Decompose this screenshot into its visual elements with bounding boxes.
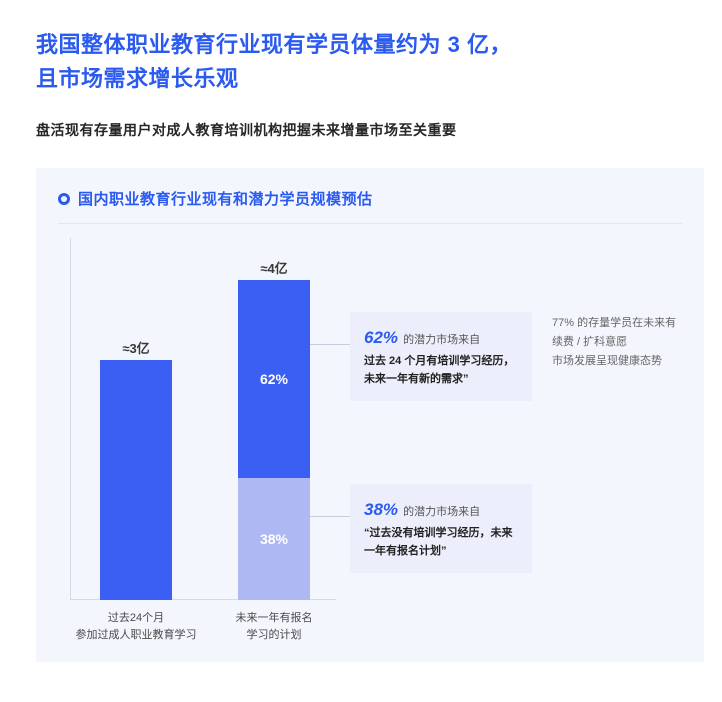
bar-existing-xlabel: 过去24个月参加过成人职业教育学习	[76, 610, 197, 643]
headline: 我国整体职业教育行业现有学员体量约为 3 亿， 且市场需求增长乐观	[36, 28, 686, 96]
callout-38-bold2: 一年有报名计划”	[364, 545, 447, 557]
sidenote: 77% 的存量学员在未来有 续费 / 扩科意愿 市场发展呈现健康态势	[552, 314, 682, 370]
connector-38	[310, 516, 350, 517]
panel-title-row: 国内职业教育行业现有和潜力学员规模预估	[58, 188, 682, 209]
bar-potential-toplabel: ≈4亿	[260, 258, 287, 277]
callout-62-tail: 的潜力市场来自	[400, 334, 480, 346]
bar-potential-seg-1: 38%	[238, 478, 310, 600]
connector-62	[310, 344, 350, 345]
bar-potential-seg-0: 62%	[238, 280, 310, 478]
subheadline: 盘活现有存量用户对成人教育培训机构把握未来增量市场至关重要	[36, 120, 686, 140]
callout-38-pct: 38%	[364, 500, 398, 519]
callout-38-bold1: “过去没有培训学习经历，未来	[364, 527, 513, 539]
callout-62-bold2: 未来一年有新的需求”	[364, 373, 469, 385]
sidenote-line2: 续费 / 扩科意愿	[552, 336, 627, 348]
callout-62: 62% 的潜力市场来自 过去 24 个月有培训学习经历， 未来一年有新的需求”	[350, 312, 532, 400]
chart-panel: 国内职业教育行业现有和潜力学员规模预估 62% 的潜力市场来自 过去 24 个月…	[36, 168, 704, 662]
sidenote-line3: 市场发展呈现健康态势	[552, 355, 662, 367]
callout-38: 38% 的潜力市场来自 “过去没有培训学习经历，未来 一年有报名计划”	[350, 484, 532, 572]
panel-title: 国内职业教育行业现有和潜力学员规模预估	[78, 188, 373, 209]
chart-area: 62% 的潜力市场来自 过去 24 个月有培训学习经历， 未来一年有新的需求” …	[70, 238, 686, 662]
callout-38-tail: 的潜力市场来自	[400, 506, 480, 518]
panel-divider	[58, 223, 682, 224]
callout-62-pct: 62%	[364, 328, 398, 347]
headline-line1: 我国整体职业教育行业现有学员体量约为 3 亿，	[36, 32, 512, 57]
headline-line2: 且市场需求增长乐观	[36, 66, 239, 91]
callout-62-bold1: 过去 24 个月有培训学习经历，	[364, 355, 514, 367]
bar-existing-toplabel: ≈3亿	[122, 338, 149, 357]
bar-existing-seg-0	[100, 360, 172, 600]
bar-potential: ≈4亿62%38%未来一年有报名学习的计划	[238, 280, 310, 600]
y-axis	[70, 238, 71, 600]
sidenote-line1: 77% 的存量学员在未来有	[552, 317, 676, 329]
page: 我国整体职业教育行业现有学员体量约为 3 亿， 且市场需求增长乐观 盘活现有存量…	[0, 0, 722, 662]
bar-potential-xlabel: 未来一年有报名学习的计划	[236, 610, 313, 643]
ring-icon	[58, 193, 70, 205]
bar-existing: ≈3亿过去24个月参加过成人职业教育学习	[100, 360, 172, 600]
